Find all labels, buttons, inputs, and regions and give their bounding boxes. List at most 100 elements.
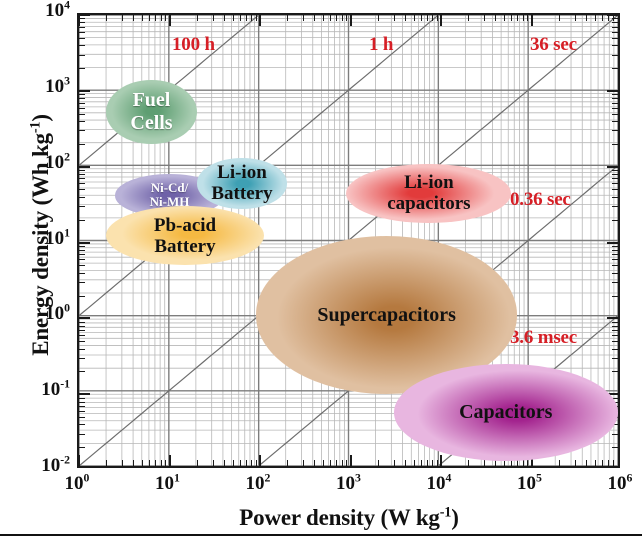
device-region-label-line: Pb-acid	[153, 214, 217, 236]
y-tick-minor-right	[612, 170, 618, 172]
x-tick-minor-top	[420, 15, 422, 21]
y-tick-minor-right	[612, 245, 618, 247]
y-tick-minor	[79, 196, 85, 198]
x-tick-major-top	[530, 15, 533, 26]
device-region-label: Capacitors	[459, 401, 552, 423]
x-tick-minor	[495, 460, 497, 466]
y-tick-minor-right	[612, 107, 618, 109]
time-label-036sec: 0.36 sec	[510, 189, 571, 210]
y-tick-minor	[79, 325, 85, 327]
x-tick-minor	[432, 460, 434, 466]
x-tick-label: 103	[314, 472, 384, 495]
y-tick-minor-right	[612, 424, 618, 426]
x-tick-minor-top	[341, 15, 343, 21]
x-tick-exponent: 1	[174, 471, 180, 485]
x-tick-minor	[323, 460, 325, 466]
device-region-label-line: Capacitors	[459, 401, 553, 424]
x-tick-exponent: 4	[445, 471, 452, 485]
x-tick-minor	[522, 460, 524, 466]
x-tick-minor-top	[607, 15, 609, 21]
x-tick-minor	[133, 460, 135, 466]
y-tick-minor-right	[612, 357, 618, 359]
device-region-li-ion-battery: Li-ion Battery	[196, 158, 288, 209]
x-tick-major-top	[440, 15, 442, 26]
x-tick-minor-top	[336, 15, 338, 21]
x-tick-minor-top	[303, 15, 305, 21]
x-tick-minor	[165, 460, 167, 466]
x-tick-minor	[251, 460, 253, 466]
y-tick-minor	[79, 433, 85, 435]
x-tick-minor-top	[142, 15, 144, 21]
x-tick-minor-top	[426, 15, 428, 21]
x-tick-minor	[436, 460, 438, 466]
y-tick-minor	[79, 249, 85, 251]
x-tick-label: 100	[42, 472, 112, 495]
y-tick-major	[79, 15, 90, 16]
y-tick-minor	[79, 410, 85, 412]
y-tick-minor	[79, 37, 85, 39]
y-tick-minor-right	[612, 433, 618, 435]
y-tick-exponent: -1	[60, 377, 70, 391]
y-tick-major-right	[607, 241, 618, 244]
y-tick-minor	[79, 245, 85, 247]
x-tick-minor	[255, 460, 257, 466]
x-tick-minor	[142, 460, 144, 466]
y-tick-minor-right	[612, 54, 618, 56]
device-region-label: Fuel Cells	[130, 89, 172, 134]
y-tick-minor-right	[612, 295, 618, 297]
device-region-label-line: Battery	[211, 183, 273, 205]
y-axis-title: Energy density (Wh kg-1)	[27, 75, 54, 395]
x-tick-label: 101	[133, 471, 203, 495]
y-tick-minor	[79, 98, 85, 100]
x-tick-minor	[287, 460, 289, 466]
x-tick-minor	[330, 460, 332, 466]
y-tick-major	[79, 89, 90, 92]
x-tick-mantissa: 10	[426, 473, 446, 494]
y-tick-minor	[79, 26, 85, 28]
device-region-label-line: Li-ion	[217, 162, 267, 184]
x-tick-minor	[601, 460, 603, 466]
x-tick-minor	[558, 460, 560, 466]
x-tick-minor-top	[346, 15, 348, 21]
device-regions-layer: Fuel Cells Ni-Cd/Ni-MH Li-ion Battery Pb-acid…	[79, 15, 618, 466]
x-tick-minor-top	[393, 15, 395, 21]
device-region-label-line: Ni-Cd/	[150, 179, 189, 195]
y-tick-exponent: -2	[60, 453, 70, 467]
x-tick-mantissa: 10	[607, 473, 627, 494]
device-region-label-line: Ni-MH	[149, 194, 190, 210]
x-tick-major	[79, 455, 80, 466]
device-region-label-line: Battery	[154, 235, 216, 257]
y-tick-exponent: 0	[64, 302, 70, 315]
y-tick-minor-right	[612, 206, 618, 208]
device-region-label-line: capacitors	[387, 193, 471, 215]
y-tick-minor	[79, 424, 85, 426]
y-tick-minor	[79, 18, 85, 20]
x-tick-minor	[404, 460, 406, 466]
x-tick-minor	[149, 460, 151, 466]
x-tick-minor-top	[377, 15, 379, 21]
x-tick-minor-top	[413, 15, 415, 21]
x-tick-mantissa: 10	[64, 473, 84, 494]
x-tick-minor	[517, 460, 519, 466]
x-tick-minor	[426, 460, 428, 466]
y-tick-exponent: 4	[64, 0, 70, 12]
x-tick-minor	[511, 460, 513, 466]
device-region-capacitors: Capacitors	[393, 363, 618, 462]
x-tick-mantissa: 10	[336, 473, 356, 494]
y-tick-minor	[79, 31, 85, 33]
y-tick-minor	[79, 371, 85, 373]
y-tick-minor	[79, 357, 85, 359]
x-tick-minor-top	[495, 15, 497, 21]
x-tick-major	[530, 455, 533, 466]
x-tick-exponent: 6	[626, 471, 633, 485]
x-tick-minor-top	[601, 15, 603, 21]
x-tick-minor-top	[232, 15, 234, 21]
y-tick-minor-right	[612, 325, 618, 327]
x-tick-minor-top	[613, 15, 615, 21]
x-tick-minor-top	[149, 15, 151, 21]
x-tick-minor-top	[223, 15, 225, 21]
y-tick-minor	[79, 330, 85, 332]
device-region-fuel-cells: Fuel Cells	[106, 79, 197, 144]
x-tick-label: 102	[223, 472, 293, 495]
